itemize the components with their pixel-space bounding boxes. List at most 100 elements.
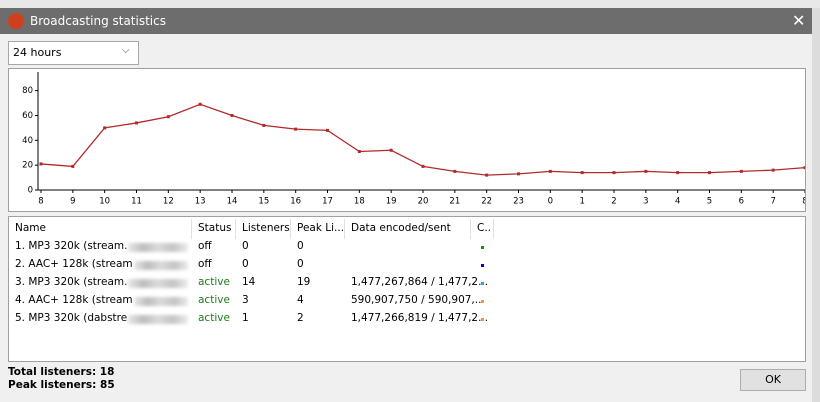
data-point bbox=[803, 166, 807, 170]
x-tick-label: 22 bbox=[481, 197, 492, 207]
data-point bbox=[708, 171, 711, 175]
x-tick-label: 4 bbox=[675, 197, 680, 207]
listeners: 0 bbox=[242, 258, 249, 270]
redacted-text bbox=[134, 297, 188, 306]
x-tick-label: 17 bbox=[322, 197, 333, 207]
dropdown-arrow: ⌵ bbox=[122, 45, 130, 56]
stream-name: 3. MP3 320k (stream. bbox=[15, 276, 128, 288]
x-tick-label: 6 bbox=[739, 197, 744, 207]
series-line bbox=[40, 103, 806, 176]
column-header: C.. bbox=[477, 222, 492, 234]
x-tick-label: 18 bbox=[354, 197, 365, 207]
listeners: 14 bbox=[242, 276, 256, 288]
redacted-text bbox=[128, 315, 188, 324]
data-point bbox=[485, 173, 489, 177]
window-title: Broadcasting statistics bbox=[30, 14, 166, 28]
data-point bbox=[771, 168, 775, 172]
peak-listeners: Peak listeners: 85 bbox=[8, 379, 115, 391]
chart-panel: 0 20 40 60 80 8 9 10 11 12 13 14 15 16 17 18 19 20 21 22 23 0… bbox=[8, 68, 808, 212]
data-point bbox=[39, 162, 43, 166]
x-tick-label: 23 bbox=[513, 197, 524, 207]
header-separator bbox=[493, 219, 494, 239]
data-point bbox=[580, 171, 584, 175]
x-tick-label: 13 bbox=[195, 197, 206, 207]
header-separator bbox=[191, 219, 192, 239]
x-tick-label: 16 bbox=[290, 197, 301, 207]
redacted-text bbox=[134, 261, 188, 270]
header-separator bbox=[290, 219, 291, 239]
x-tick-label: 21 bbox=[449, 197, 460, 207]
stream-color bbox=[481, 282, 484, 285]
data-point bbox=[676, 171, 680, 175]
data-point bbox=[230, 113, 234, 117]
background-window bbox=[812, 8, 820, 402]
column-header: Status bbox=[198, 222, 232, 234]
data-point bbox=[166, 115, 170, 119]
x-tick-label: 0 bbox=[548, 197, 553, 207]
data-point bbox=[421, 164, 425, 168]
stream-color bbox=[481, 318, 484, 321]
data-point bbox=[548, 169, 552, 173]
column-header: Peak Li... bbox=[297, 222, 345, 234]
listeners: 3 bbox=[242, 294, 249, 306]
data-sent: 1,477,266,819 / 1,477,2... bbox=[351, 312, 489, 324]
status: active bbox=[198, 294, 230, 306]
data-sent: 590,907,750 / 590,907,... bbox=[351, 294, 485, 306]
stream-color bbox=[481, 246, 484, 249]
data-point bbox=[739, 169, 743, 173]
data-point bbox=[517, 172, 520, 176]
peak-listeners: 19 bbox=[297, 276, 311, 288]
x-tick-label: 20 bbox=[418, 197, 429, 207]
data-point bbox=[103, 126, 107, 130]
title-bar: Broadcasting statistics ✕ bbox=[0, 8, 812, 34]
listeners: 1 bbox=[242, 312, 249, 324]
data-point bbox=[198, 102, 202, 106]
x-tick-label: 2 bbox=[611, 197, 616, 207]
x-tick-label: 10 bbox=[99, 197, 110, 207]
data-point bbox=[357, 149, 361, 153]
x-tick-label: 11 bbox=[131, 197, 142, 207]
stream-color bbox=[481, 300, 484, 303]
y-tick-label: 40 bbox=[22, 136, 33, 146]
x-tick-label: 8 bbox=[802, 197, 805, 207]
y-tick-label: 20 bbox=[22, 161, 33, 171]
data-point bbox=[612, 171, 616, 175]
status: off bbox=[198, 240, 212, 252]
column-header: Data encoded/sent bbox=[351, 222, 451, 234]
status: active bbox=[198, 276, 230, 288]
x-tick-label: 12 bbox=[163, 197, 174, 207]
stream-name: 2. AAC+ 128k (stream bbox=[15, 258, 133, 270]
status: off bbox=[198, 258, 212, 270]
peak-listeners: 4 bbox=[297, 294, 304, 306]
y-tick-label: 0 bbox=[28, 186, 33, 196]
x-tick-label: 3 bbox=[643, 197, 648, 207]
y-tick-label: 80 bbox=[22, 86, 33, 96]
x-tick-label: 19 bbox=[386, 197, 397, 207]
total-listeners: Total listeners: 18 bbox=[8, 366, 115, 378]
data-point bbox=[644, 169, 648, 173]
redacted-text bbox=[128, 279, 188, 288]
peak-listeners: 0 bbox=[297, 240, 304, 252]
data-point bbox=[453, 169, 457, 173]
stream-name: 4. AAC+ 128k (stream bbox=[15, 294, 133, 306]
stream-name: 1. MP3 320k (stream. bbox=[15, 240, 128, 252]
header-separator bbox=[470, 219, 471, 239]
close-button[interactable]: ✕ bbox=[792, 11, 806, 30]
x-tick-label: 5 bbox=[707, 197, 712, 207]
background-toolbar bbox=[0, 0, 820, 8]
period-dropdown[interactable]: 24 hours ⌵ bbox=[8, 41, 139, 65]
x-tick-label: 8 bbox=[38, 197, 43, 207]
y-tick-label: 60 bbox=[22, 111, 33, 121]
status: active bbox=[198, 312, 230, 324]
column-header: Name bbox=[15, 222, 46, 234]
ok-button[interactable]: OK bbox=[740, 369, 806, 391]
listeners: 0 bbox=[242, 240, 249, 252]
dropdown-value: 24 hours bbox=[13, 46, 62, 59]
data-point bbox=[71, 164, 75, 168]
streams-table: Name Status Listeners Peak Li... Data encode… bbox=[8, 216, 806, 362]
peak-listeners: 2 bbox=[297, 312, 304, 324]
column-header: Listeners bbox=[242, 222, 290, 234]
x-tick-label: 14 bbox=[227, 197, 238, 207]
